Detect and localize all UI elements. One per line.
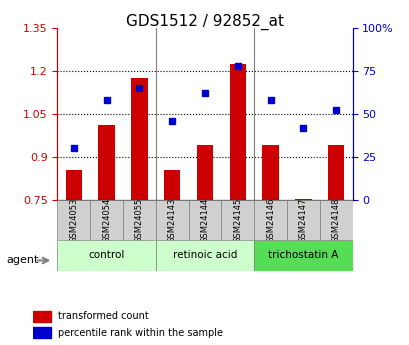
Bar	[188, 200, 221, 240]
Bar	[33, 310, 51, 322]
Text: trichostatin A: trichostatin A	[267, 250, 338, 260]
Bar	[155, 240, 254, 271]
Text: GSM24055: GSM24055	[135, 197, 144, 243]
Text: transformed count: transformed count	[58, 311, 148, 321]
Bar	[65, 170, 82, 200]
Bar	[155, 200, 188, 240]
Bar	[57, 240, 155, 271]
Text: GSM24054: GSM24054	[102, 197, 111, 243]
Text: GSM24148: GSM24148	[331, 197, 340, 243]
Text: GSM24146: GSM24146	[265, 197, 274, 243]
Text: GSM24145: GSM24145	[233, 197, 242, 243]
Text: agent: agent	[6, 256, 38, 265]
Bar	[57, 200, 90, 240]
Bar	[196, 146, 213, 200]
Bar	[123, 200, 155, 240]
Bar	[90, 200, 123, 240]
Bar	[319, 200, 352, 240]
Text: retinoic acid: retinoic acid	[172, 250, 237, 260]
Bar	[164, 170, 180, 200]
Text: GSM24053: GSM24053	[69, 197, 78, 243]
Text: GSM24144: GSM24144	[200, 197, 209, 243]
Bar	[262, 146, 278, 200]
Bar	[286, 200, 319, 240]
Bar	[221, 200, 254, 240]
Bar	[131, 78, 147, 200]
Text: GSM24147: GSM24147	[298, 197, 307, 243]
Bar	[254, 200, 286, 240]
Text: GSM24143: GSM24143	[167, 197, 176, 243]
Bar	[294, 199, 311, 200]
Text: control: control	[88, 250, 124, 260]
Bar	[33, 327, 51, 338]
Bar	[98, 125, 115, 200]
Bar	[229, 63, 245, 200]
Text: percentile rank within the sample: percentile rank within the sample	[58, 328, 222, 337]
Bar	[327, 146, 344, 200]
Bar	[254, 240, 352, 271]
Text: GDS1512 / 92852_at: GDS1512 / 92852_at	[126, 14, 283, 30]
